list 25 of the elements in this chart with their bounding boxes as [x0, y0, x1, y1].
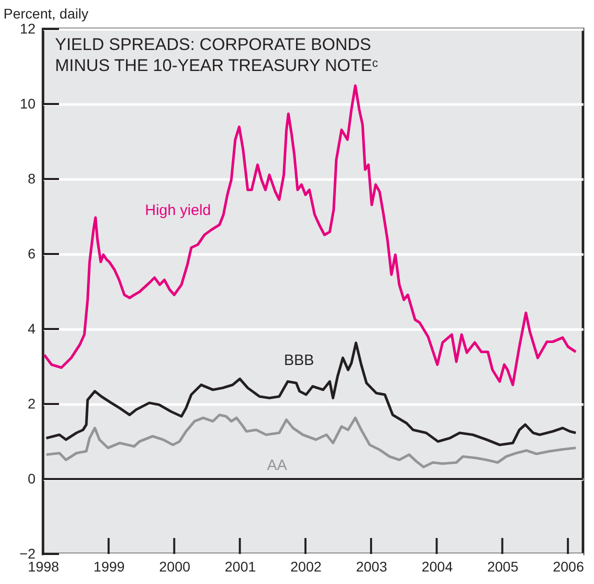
x-tick-label: 2005 — [487, 558, 519, 574]
series-label: High yield — [145, 202, 211, 219]
y-tick-label: 4 — [28, 320, 36, 336]
x-tick-label: 2006 — [552, 558, 584, 574]
series-label: AA — [267, 457, 288, 474]
x-tick-label: 2003 — [356, 558, 388, 574]
x-tick-label: 2000 — [159, 558, 191, 574]
y-tick-label: −2 — [20, 546, 36, 562]
y-axis-title: Percent, daily — [4, 6, 88, 22]
y-tick-label: 0 — [28, 470, 36, 486]
series-label: BBB — [284, 352, 314, 369]
text: YIELD SPREADS: CORPORATE BONDS MINUS THE 10-YEAR TREASURY NOTEᶜ — [55, 35, 378, 75]
x-tick-label: 2004 — [422, 558, 453, 574]
x-tick-label: 1998 — [28, 558, 60, 574]
line-series — [44, 342, 578, 446]
x-tick-label: 2001 — [224, 558, 256, 574]
x-tick-label: 1999 — [94, 558, 125, 574]
x-tick-label: 2002 — [290, 558, 322, 574]
y-tick-label: 10 — [20, 96, 36, 112]
y-tick-label: 12 — [20, 20, 36, 36]
y-tick-label: 8 — [28, 170, 36, 186]
y-tick-label: 2 — [28, 396, 36, 412]
y-tick-label: 6 — [28, 246, 36, 262]
line-series — [43, 84, 578, 386]
line-series — [44, 414, 578, 468]
